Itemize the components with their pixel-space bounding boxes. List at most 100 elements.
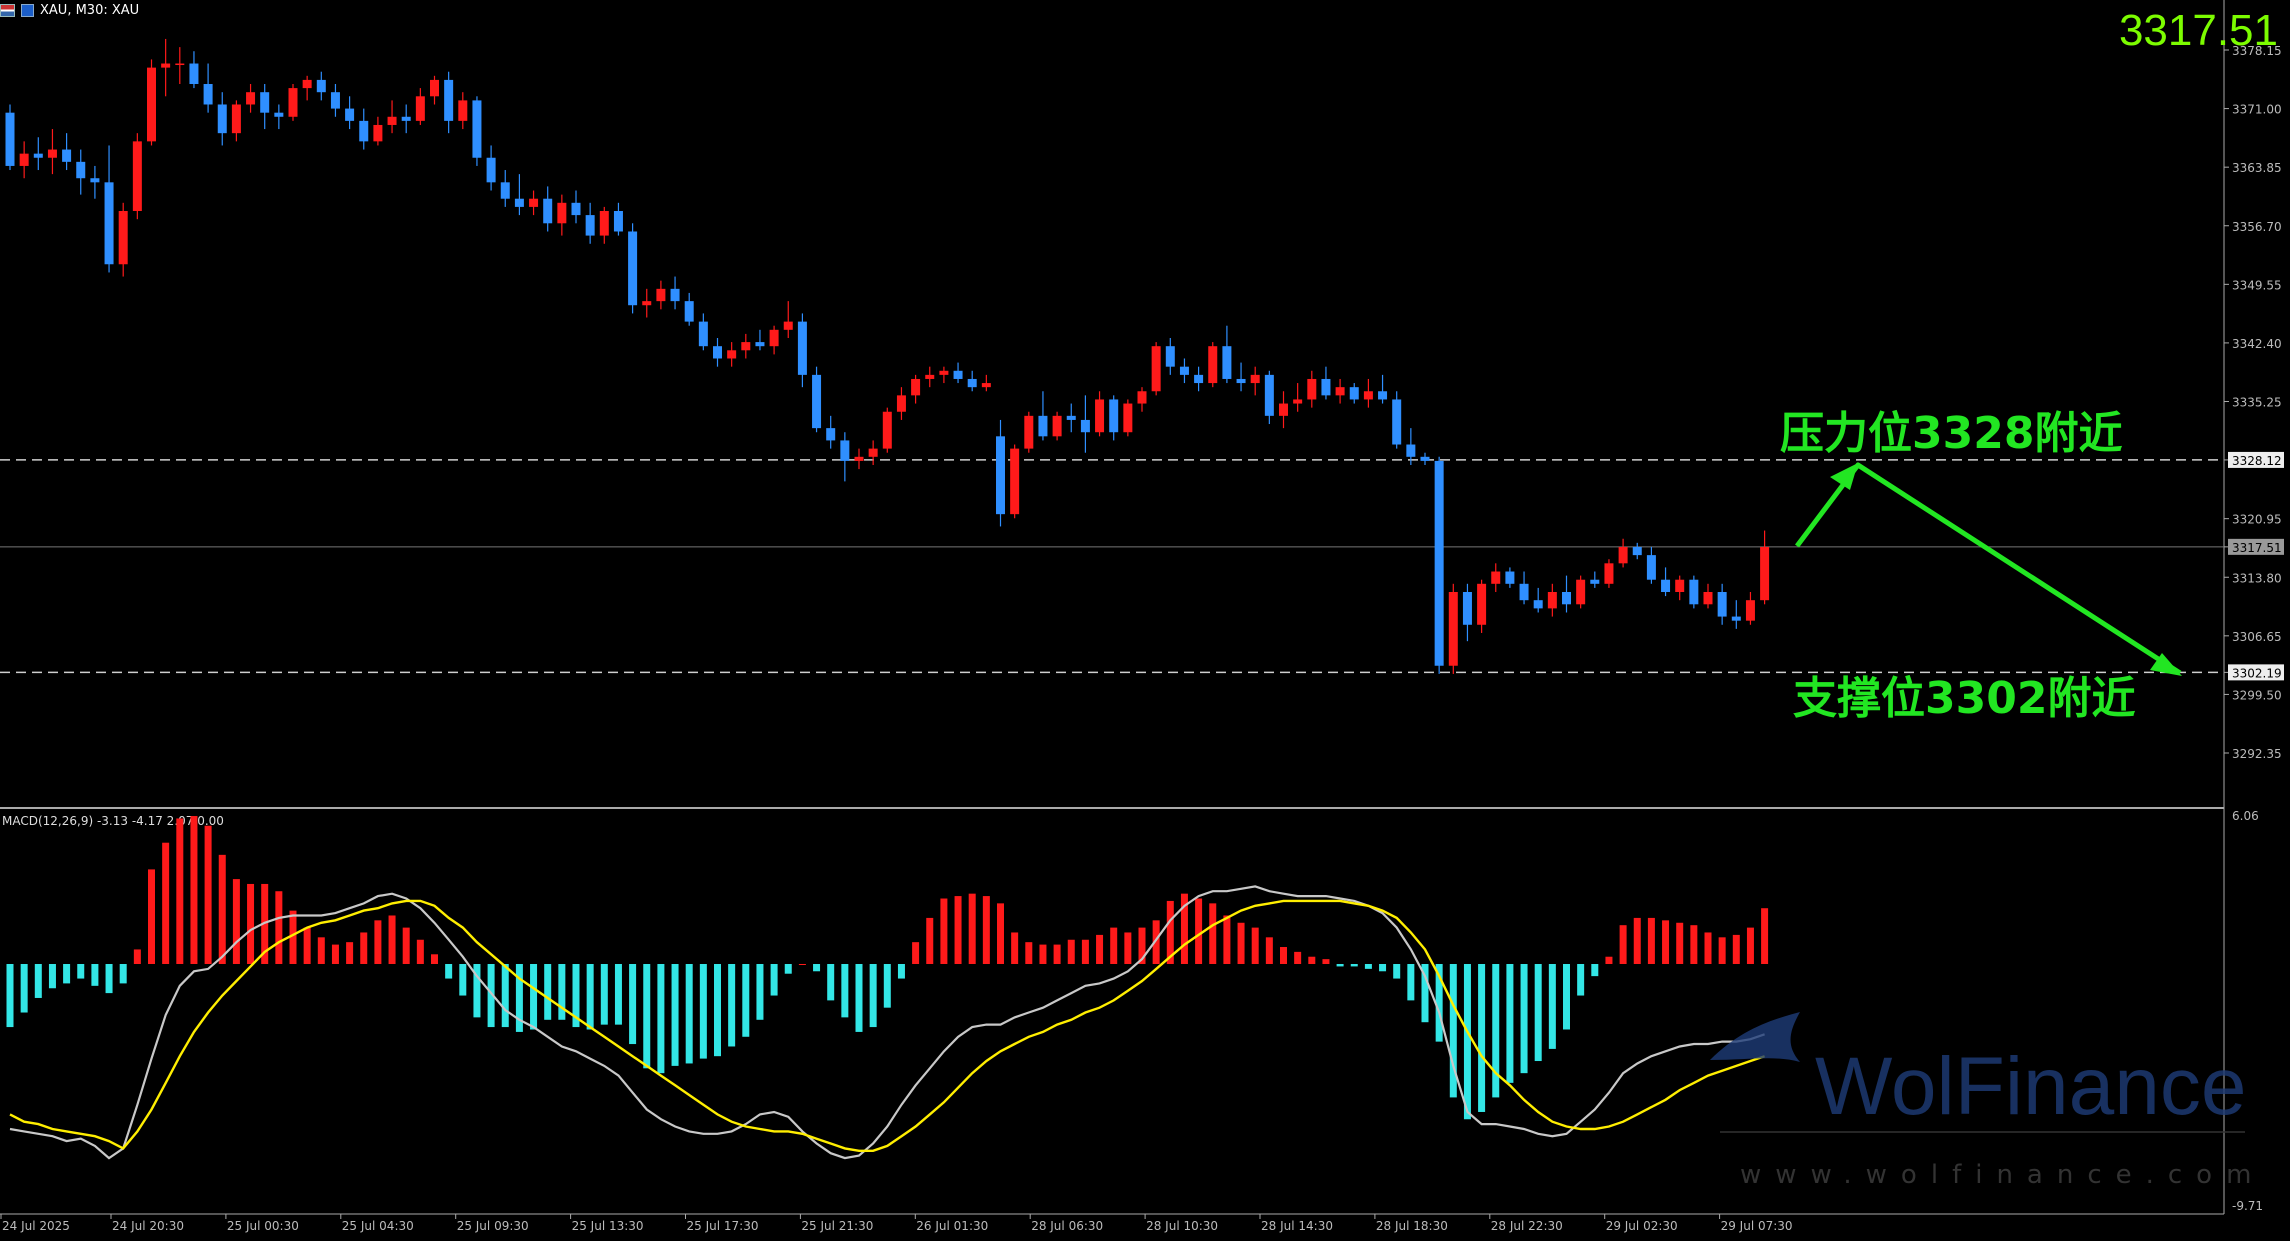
candle-body: [1151, 346, 1161, 392]
candle: [302, 75, 312, 101]
candle-body: [826, 428, 836, 441]
macd-bar: [515, 964, 523, 1032]
time-tick-label: 28 Jul 14:30: [1261, 1219, 1333, 1233]
candle-body: [316, 79, 326, 93]
candle: [670, 276, 680, 310]
macd-bar: [1138, 927, 1146, 964]
candle-body: [529, 198, 539, 207]
candle: [1264, 370, 1274, 425]
macd-bar: [133, 949, 141, 964]
candle: [1562, 575, 1571, 613]
price-tick: 3328.12: [2224, 451, 2284, 468]
candle: [1703, 583, 1713, 609]
macd-bar: [148, 869, 155, 964]
candle: [967, 370, 977, 392]
candle-body: [1590, 579, 1600, 584]
macd-bar: [1407, 964, 1415, 1001]
time-tick: 26 Jul 01:30: [914, 1214, 988, 1233]
candle-body: [1349, 387, 1359, 400]
macd-bar: [1605, 956, 1613, 964]
candle-body: [345, 108, 355, 121]
time-tick-label: 29 Jul 07:30: [1721, 1219, 1793, 1233]
time-tick: 29 Jul 02:30: [1604, 1214, 1678, 1233]
candle: [5, 104, 15, 171]
macd-bar: [883, 964, 891, 1008]
candle-body: [444, 79, 454, 121]
macd-bar: [530, 964, 538, 1030]
candle-body: [175, 63, 185, 66]
price-tick-label: 3292.35: [2232, 747, 2282, 761]
candle: [543, 186, 553, 232]
candle: [19, 141, 29, 179]
macd-bar: [346, 942, 354, 964]
macd-bar: [289, 910, 297, 964]
candle: [896, 387, 906, 420]
candle-body: [896, 395, 906, 412]
candle: [1760, 530, 1770, 605]
candle: [387, 100, 397, 134]
candle-body: [769, 329, 779, 347]
macd-bar: [501, 964, 509, 1028]
macd-bar: [1025, 942, 1033, 964]
candle: [698, 313, 708, 351]
macd-bar: [1492, 964, 1500, 1098]
macd-bar: [756, 964, 764, 1020]
candle: [1675, 575, 1685, 601]
macd-bar: [657, 964, 665, 1074]
macd-bar: [1761, 908, 1769, 964]
macd-bar: [643, 964, 651, 1069]
candle-body: [1562, 591, 1571, 605]
candle-body: [1363, 391, 1373, 400]
candle: [1279, 391, 1288, 429]
candle-body: [1321, 378, 1331, 396]
candle: [47, 129, 57, 175]
macd-bar: [869, 964, 877, 1028]
candle: [486, 145, 496, 191]
candle-body: [1236, 378, 1246, 384]
candle-body: [19, 153, 29, 166]
price-tag-box: [2228, 538, 2284, 555]
macd-bar: [105, 964, 113, 994]
candle-body: [1745, 600, 1755, 621]
macd-bar: [1718, 937, 1726, 964]
candle-body: [1279, 403, 1288, 416]
candle-body: [1080, 419, 1090, 433]
candle: [1123, 399, 1133, 437]
candle-body: [797, 321, 807, 375]
signal-line: [9, 899, 1765, 1153]
macd-bar: [813, 964, 821, 972]
macd-bar: [6, 964, 14, 1028]
candle: [911, 374, 921, 404]
macd-bar: [77, 964, 85, 979]
candle-body: [1392, 399, 1402, 445]
macd-bar: [586, 964, 594, 1030]
candle-body: [557, 202, 567, 224]
candle-body: [1576, 579, 1586, 605]
candle: [1420, 452, 1430, 465]
candle-body: [628, 231, 638, 306]
candle-body: [1264, 374, 1274, 416]
candle: [656, 280, 666, 310]
candle-body: [514, 198, 524, 207]
candle: [1250, 366, 1260, 396]
candle-body: [599, 211, 609, 236]
candle: [288, 84, 298, 121]
candle-body: [1307, 378, 1317, 400]
macd-bar: [459, 964, 467, 996]
chart-window-icon: [0, 3, 15, 17]
macd-bar: [63, 964, 71, 984]
candle: [260, 84, 270, 130]
time-tick: 29 Jul 07:30: [1719, 1214, 1793, 1233]
candle-body: [189, 63, 199, 85]
candle: [246, 84, 256, 113]
macd-bar: [1039, 944, 1047, 964]
candle: [1547, 583, 1557, 617]
macd-bar: [1647, 917, 1655, 964]
candle-body: [231, 104, 241, 134]
candle-body: [882, 411, 892, 449]
projection-arrow: [1795, 462, 2182, 676]
macd-bar: [1449, 964, 1457, 1098]
